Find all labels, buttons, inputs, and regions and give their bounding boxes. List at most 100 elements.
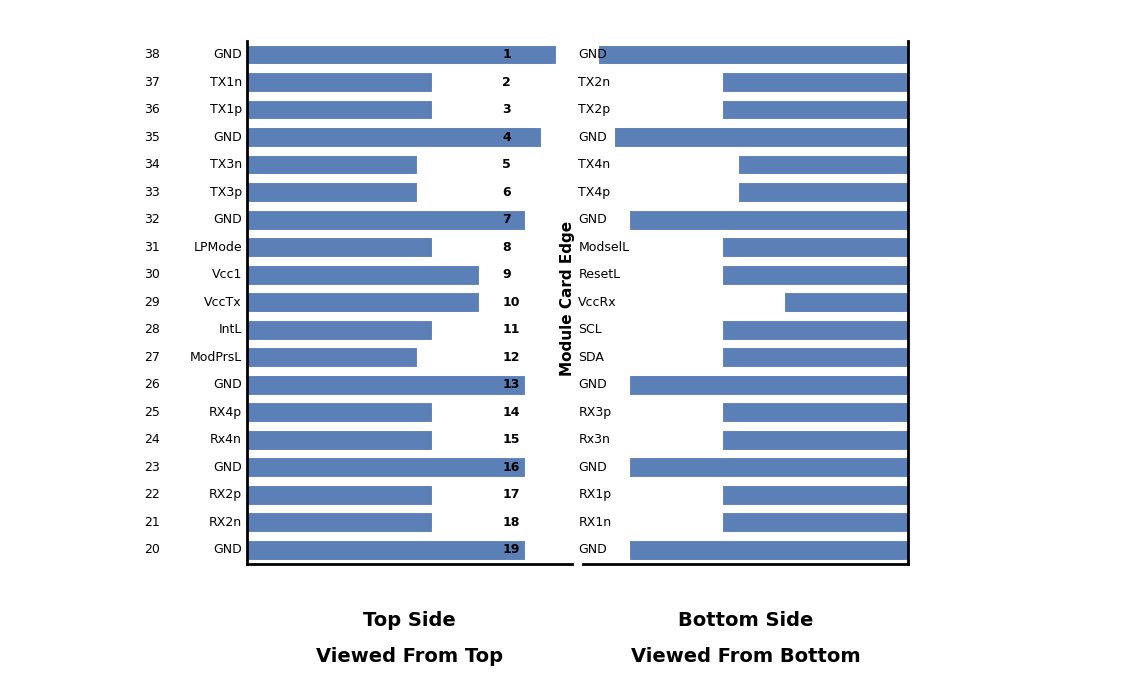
Bar bbox=[247, 375, 526, 394]
Bar bbox=[722, 430, 908, 449]
Text: Module Card Edge: Module Card Edge bbox=[559, 221, 575, 376]
Text: 33: 33 bbox=[145, 185, 160, 198]
Text: 24: 24 bbox=[145, 433, 160, 446]
Bar bbox=[722, 485, 908, 504]
Text: 8: 8 bbox=[502, 240, 511, 254]
Text: GND: GND bbox=[213, 378, 242, 391]
Text: ModselL: ModselL bbox=[578, 240, 629, 254]
Bar bbox=[247, 155, 417, 175]
Text: GND: GND bbox=[213, 213, 242, 226]
Text: 32: 32 bbox=[145, 213, 160, 226]
Text: TX2p: TX2p bbox=[578, 103, 611, 116]
Text: ModPrsL: ModPrsL bbox=[189, 350, 242, 364]
Text: GND: GND bbox=[578, 378, 608, 391]
Text: 13: 13 bbox=[502, 378, 520, 391]
Bar bbox=[629, 375, 908, 394]
Text: GND: GND bbox=[578, 213, 608, 226]
Text: GND: GND bbox=[578, 130, 608, 143]
Text: 30: 30 bbox=[145, 268, 160, 281]
Text: TX3n: TX3n bbox=[210, 158, 242, 171]
Bar bbox=[614, 127, 908, 147]
Bar bbox=[722, 320, 908, 340]
Bar bbox=[599, 45, 908, 65]
Text: IntL: IntL bbox=[219, 323, 242, 336]
Text: TX1p: TX1p bbox=[210, 103, 242, 116]
Bar bbox=[247, 265, 479, 285]
Bar bbox=[247, 100, 433, 120]
Bar bbox=[247, 292, 479, 312]
Text: 27: 27 bbox=[145, 350, 160, 364]
Text: RX1p: RX1p bbox=[578, 488, 611, 501]
Text: SDA: SDA bbox=[578, 350, 604, 364]
Text: 1: 1 bbox=[502, 48, 511, 61]
Text: 36: 36 bbox=[145, 103, 160, 116]
Text: 5: 5 bbox=[502, 158, 511, 171]
Bar bbox=[247, 127, 540, 147]
Text: 34: 34 bbox=[145, 158, 160, 171]
Text: 18: 18 bbox=[502, 516, 520, 529]
Text: Bottom Side: Bottom Side bbox=[678, 610, 813, 629]
Text: 4: 4 bbox=[502, 130, 511, 143]
Bar bbox=[247, 347, 417, 367]
Text: 9: 9 bbox=[502, 268, 511, 281]
Text: 7: 7 bbox=[502, 213, 511, 226]
Text: Rx4n: Rx4n bbox=[210, 433, 242, 446]
Bar bbox=[738, 182, 908, 202]
Bar bbox=[629, 210, 908, 230]
Text: 23: 23 bbox=[145, 461, 160, 474]
Text: 17: 17 bbox=[502, 488, 520, 501]
Text: TX4p: TX4p bbox=[578, 185, 611, 198]
Text: 31: 31 bbox=[145, 240, 160, 254]
Text: RX2p: RX2p bbox=[209, 488, 242, 501]
Bar bbox=[722, 100, 908, 120]
Bar bbox=[629, 458, 908, 477]
Text: 25: 25 bbox=[145, 406, 160, 419]
Text: 14: 14 bbox=[502, 406, 520, 419]
Bar bbox=[247, 210, 526, 230]
Bar bbox=[629, 540, 908, 559]
Bar bbox=[247, 237, 433, 257]
Text: TX4n: TX4n bbox=[578, 158, 611, 171]
Bar bbox=[722, 237, 908, 257]
Text: 28: 28 bbox=[145, 323, 160, 336]
Text: Rx3n: Rx3n bbox=[578, 433, 610, 446]
Text: 26: 26 bbox=[145, 378, 160, 391]
Text: RX3p: RX3p bbox=[578, 406, 611, 419]
Bar bbox=[247, 182, 417, 202]
Bar bbox=[247, 430, 433, 449]
Text: RX4p: RX4p bbox=[209, 406, 242, 419]
Text: 12: 12 bbox=[502, 350, 520, 364]
Bar bbox=[722, 513, 908, 532]
Bar bbox=[247, 458, 526, 477]
Text: RX1n: RX1n bbox=[578, 516, 611, 529]
Text: 15: 15 bbox=[502, 433, 520, 446]
Text: VccRx: VccRx bbox=[578, 295, 617, 309]
Text: Viewed From Bottom: Viewed From Bottom bbox=[631, 647, 860, 666]
Text: LPMode: LPMode bbox=[193, 240, 242, 254]
Bar bbox=[247, 320, 433, 340]
Bar bbox=[722, 347, 908, 367]
Text: 21: 21 bbox=[145, 516, 160, 529]
Text: RX2n: RX2n bbox=[209, 516, 242, 529]
Text: GND: GND bbox=[213, 130, 242, 143]
Text: GND: GND bbox=[213, 461, 242, 474]
Text: 3: 3 bbox=[502, 103, 511, 116]
Text: Top Side: Top Side bbox=[363, 610, 455, 629]
Text: 22: 22 bbox=[145, 488, 160, 501]
Bar bbox=[247, 403, 433, 422]
Bar bbox=[722, 265, 908, 285]
Bar bbox=[738, 155, 908, 175]
Bar bbox=[247, 513, 433, 532]
Text: 20: 20 bbox=[145, 543, 160, 556]
Text: Viewed From Top: Viewed From Top bbox=[316, 647, 502, 666]
Text: 10: 10 bbox=[502, 295, 520, 309]
Text: SCL: SCL bbox=[578, 323, 602, 336]
Text: 11: 11 bbox=[502, 323, 520, 336]
Bar bbox=[785, 292, 908, 312]
Text: 29: 29 bbox=[145, 295, 160, 309]
Text: TX2n: TX2n bbox=[578, 75, 611, 88]
Bar bbox=[247, 485, 433, 504]
Text: GND: GND bbox=[213, 48, 242, 61]
Text: 38: 38 bbox=[145, 48, 160, 61]
Text: 6: 6 bbox=[502, 185, 511, 198]
